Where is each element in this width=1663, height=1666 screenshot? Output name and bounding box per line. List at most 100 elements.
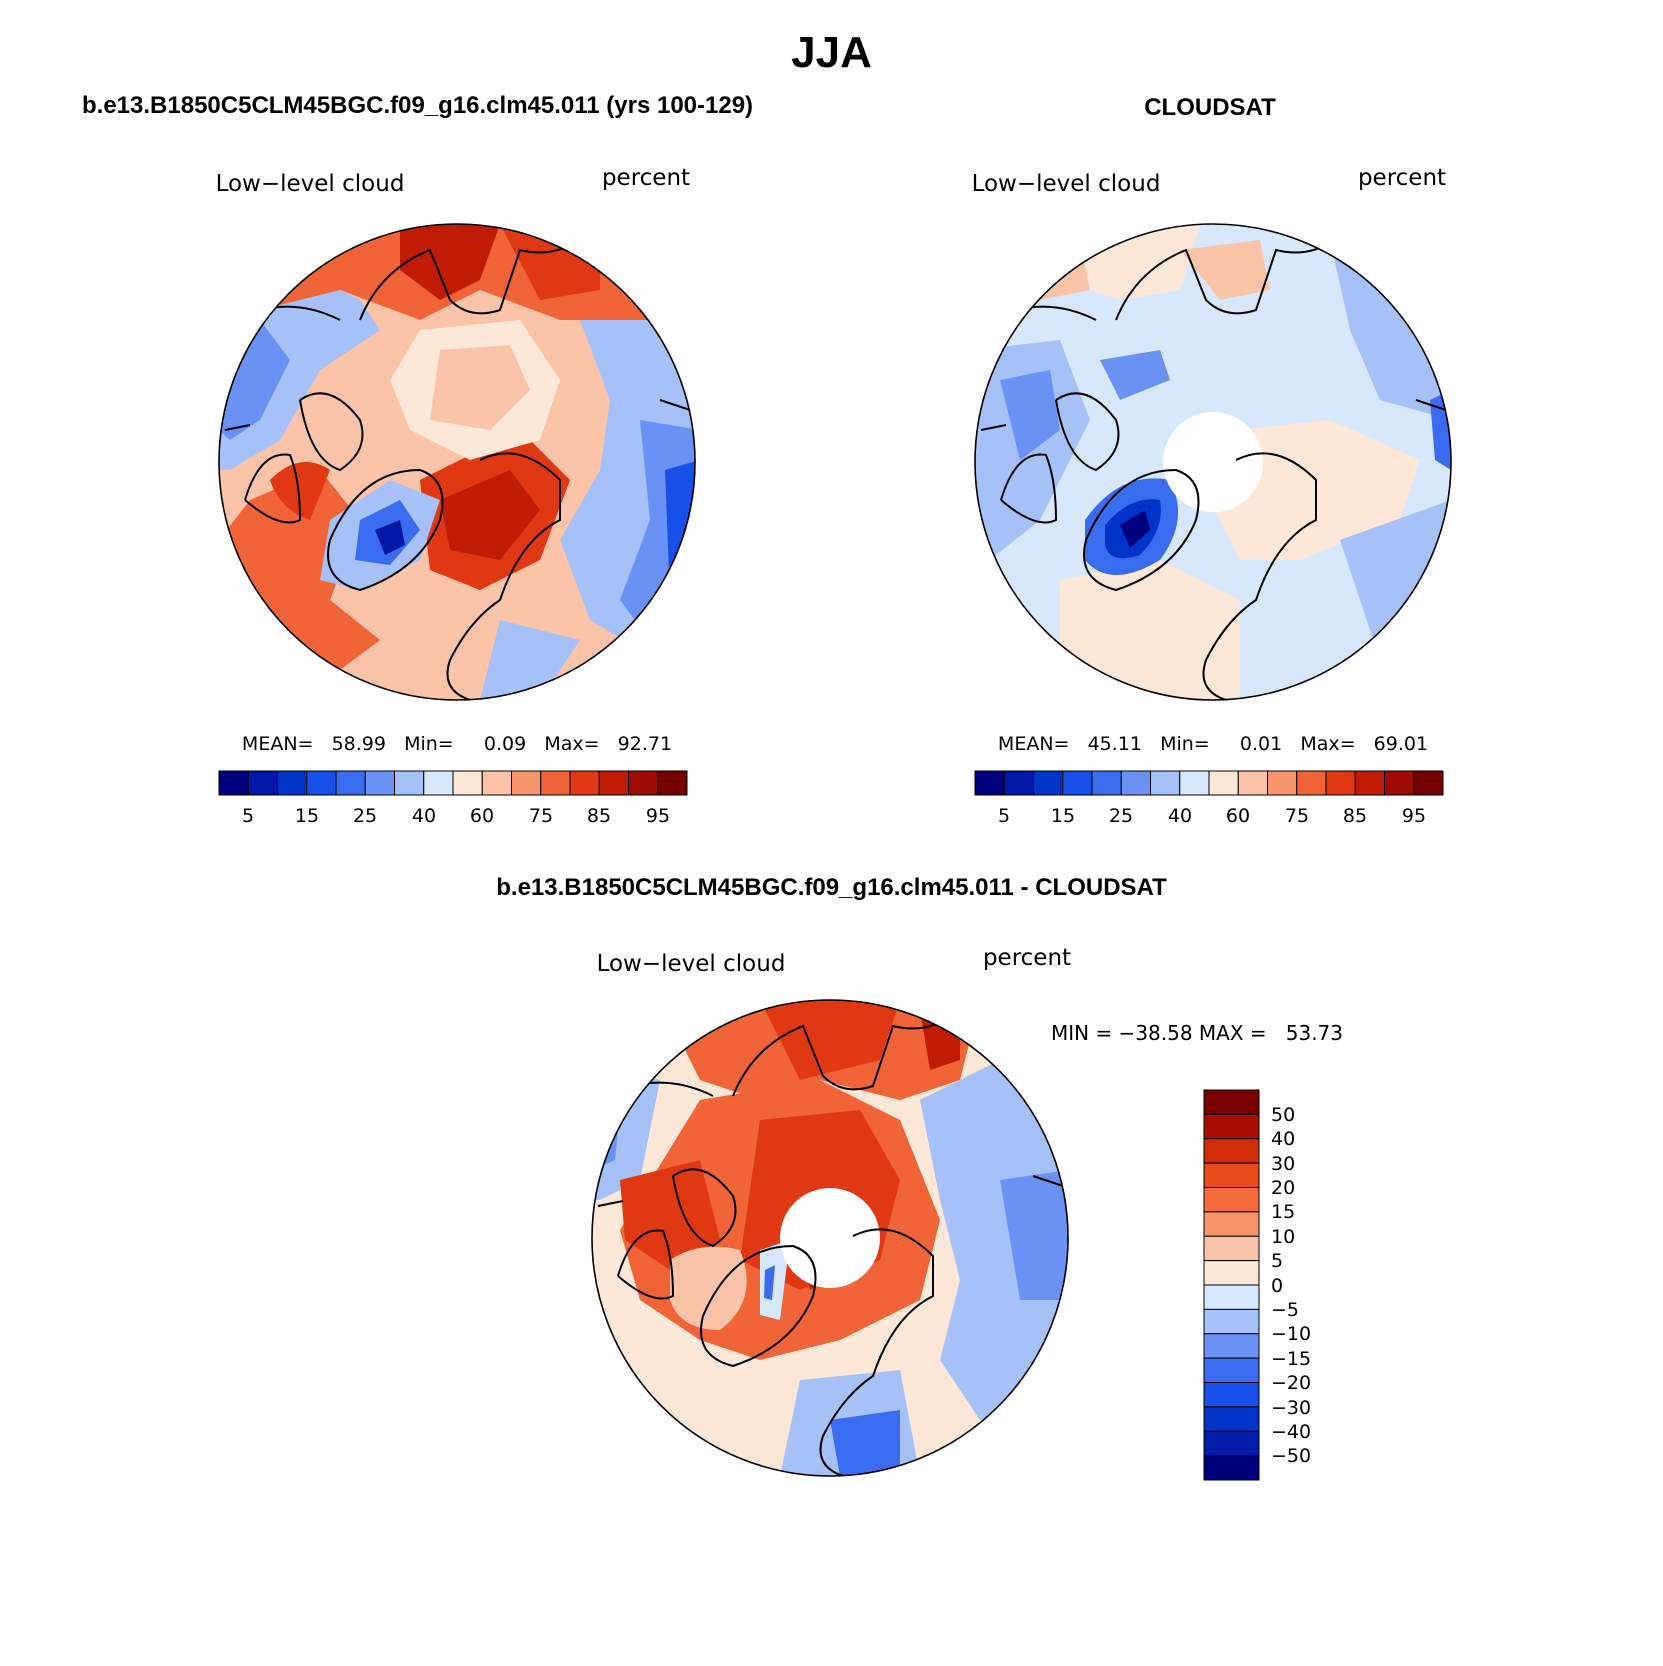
diff-colorbar-box bbox=[1203, 1406, 1260, 1432]
obs-colorbar-label: 60 bbox=[1226, 805, 1250, 827]
model-colorbar-label: 95 bbox=[646, 805, 670, 827]
obs-colorbar-box bbox=[1120, 770, 1151, 796]
diff-colorbar-label: 5 bbox=[1271, 1250, 1283, 1272]
diff-colorbar-box bbox=[1203, 1357, 1260, 1383]
obs-colorbar: 5 15 25 40 60 75 85 95 bbox=[974, 770, 1444, 827]
model-colorbar-box bbox=[657, 770, 688, 796]
obs-colorbar-label: 95 bbox=[1402, 805, 1426, 827]
model-stats: MEAN= 58.99 Min= 0.09 Max= 92.71 bbox=[242, 733, 672, 755]
obs-colorbar-box bbox=[1384, 770, 1415, 796]
obs-colorbar-label: 85 bbox=[1343, 805, 1367, 827]
model-colorbar-label: 5 bbox=[242, 805, 254, 827]
diff-colorbar-box bbox=[1203, 1430, 1260, 1457]
obs-colorbar-label: 15 bbox=[1051, 805, 1075, 827]
diff-colorbar-label: −15 bbox=[1271, 1348, 1311, 1370]
diff-colorbar-label: −40 bbox=[1271, 1421, 1311, 1443]
obs-colorbar-box bbox=[1150, 770, 1181, 796]
diff-colorbar-label: 30 bbox=[1271, 1153, 1295, 1175]
model-colorbar-label: 15 bbox=[295, 805, 319, 827]
diff-colorbar-box bbox=[1203, 1455, 1260, 1481]
obs-colorbar-box bbox=[1003, 770, 1034, 796]
diff-variable-label: Low−level cloud bbox=[597, 951, 786, 977]
obs-colorbar-box bbox=[974, 770, 1005, 796]
obs-polar-hole bbox=[1163, 412, 1263, 512]
diff-colorbar-box bbox=[1203, 1089, 1260, 1115]
model-colorbar-box bbox=[306, 770, 337, 796]
obs-colorbar-box bbox=[1354, 770, 1385, 796]
obs-map: Low−level cloud percent bbox=[972, 165, 1452, 827]
model-colorbar-box bbox=[277, 770, 308, 796]
diff-colorbar-label: 50 bbox=[1271, 1104, 1295, 1126]
obs-variable-label: Low−level cloud bbox=[972, 171, 1161, 197]
diff-colorbar-box bbox=[1203, 1333, 1260, 1359]
obs-colorbar-box bbox=[1091, 770, 1122, 796]
obs-colorbar-box bbox=[1179, 770, 1210, 796]
model-colorbar-label: 25 bbox=[353, 805, 377, 827]
model-colorbar-box bbox=[540, 770, 571, 796]
model-colorbar-label: 85 bbox=[587, 805, 611, 827]
model-colorbar-box bbox=[511, 770, 542, 796]
model-colorbar-box bbox=[452, 770, 483, 796]
diff-colorbar-label: 40 bbox=[1271, 1128, 1295, 1150]
diff-colorbar-label: −50 bbox=[1271, 1445, 1311, 1467]
diff-colorbar-label: −30 bbox=[1271, 1397, 1311, 1419]
main-title: JJA bbox=[791, 28, 872, 77]
model-map-outline bbox=[218, 223, 696, 701]
diff-colorbar-box bbox=[1203, 1138, 1260, 1164]
obs-colorbar-box bbox=[1325, 770, 1356, 796]
diff-colorbar: 50 40 30 20 15 10 5 0 −5 −10 −15 −20 −30… bbox=[1203, 1089, 1311, 1481]
obs-colorbar-box bbox=[1208, 770, 1239, 796]
diff-colorbar-label: −20 bbox=[1271, 1372, 1311, 1394]
model-map: Low−level cloud percent bbox=[216, 165, 696, 827]
model-colorbar-label: 75 bbox=[529, 805, 553, 827]
obs-colorbar-box bbox=[1237, 770, 1268, 796]
obs-map-outline bbox=[974, 223, 1452, 701]
model-colorbar-box bbox=[335, 770, 366, 796]
obs-colorbar-box bbox=[1296, 770, 1327, 796]
diff-polar-hole bbox=[780, 1188, 880, 1288]
obs-colorbar-label: 75 bbox=[1285, 805, 1309, 827]
obs-colorbar-box bbox=[1033, 770, 1064, 796]
model-colorbar: 5 15 25 40 60 75 85 95 bbox=[218, 770, 688, 827]
diff-colorbar-label: 10 bbox=[1271, 1226, 1295, 1248]
obs-colorbar-box bbox=[1062, 770, 1093, 796]
model-colorbar-label: 60 bbox=[470, 805, 494, 827]
obs-coastlines bbox=[980, 229, 1447, 700]
model-panel-title: b.e13.B1850C5CLM45BGC.f09_g16.clm45.011 … bbox=[82, 92, 754, 119]
model-colorbar-box bbox=[628, 770, 659, 796]
diff-colorbar-box bbox=[1203, 1211, 1260, 1237]
diff-colorbar-label: −10 bbox=[1271, 1323, 1311, 1345]
model-colorbar-box bbox=[598, 770, 629, 796]
diff-units-label: percent bbox=[983, 945, 1071, 971]
diff-colorbar-box bbox=[1203, 1308, 1260, 1335]
diff-colorbar-label: 15 bbox=[1271, 1201, 1295, 1223]
diff-colorbar-label: 0 bbox=[1271, 1275, 1283, 1297]
diff-colorbar-box bbox=[1203, 1187, 1260, 1213]
diff-colorbar-box bbox=[1203, 1113, 1260, 1140]
obs-colorbar-box bbox=[1413, 770, 1444, 796]
model-colorbar-box bbox=[218, 770, 249, 796]
model-colorbar-label: 40 bbox=[412, 805, 436, 827]
diff-colorbar-box bbox=[1203, 1382, 1260, 1408]
model-colorbar-box bbox=[394, 770, 425, 796]
diff-colorbar-label: −5 bbox=[1271, 1299, 1299, 1321]
obs-colorbar-label: 25 bbox=[1109, 805, 1133, 827]
diff-minmax: MIN = −38.58 MAX = 53.73 bbox=[1051, 1021, 1343, 1045]
model-variable-label: Low−level cloud bbox=[216, 171, 405, 197]
diff-colorbar-box bbox=[1203, 1235, 1260, 1262]
model-colorbar-box bbox=[423, 770, 454, 796]
model-colorbar-box bbox=[569, 770, 600, 796]
obs-colorbar-label: 40 bbox=[1168, 805, 1192, 827]
model-colorbar-box bbox=[364, 770, 395, 796]
obs-colorbar-box bbox=[1267, 770, 1298, 796]
diff-coastlines bbox=[597, 1005, 1064, 1476]
diff-colorbar-box bbox=[1203, 1260, 1260, 1286]
diff-map: Low−level cloud percent bbox=[591, 945, 1343, 1481]
model-colorbar-box bbox=[481, 770, 512, 796]
model-units-label: percent bbox=[602, 165, 690, 191]
obs-panel-title: CLOUDSAT bbox=[1144, 94, 1276, 121]
obs-units-label: percent bbox=[1358, 165, 1446, 191]
obs-colorbar-label: 5 bbox=[998, 805, 1010, 827]
diff-colorbar-box bbox=[1203, 1162, 1260, 1188]
